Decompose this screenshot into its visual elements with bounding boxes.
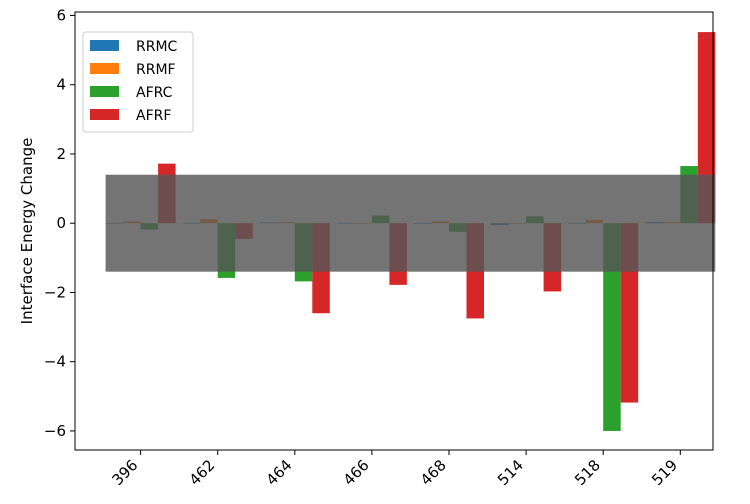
- plot-frame: [74, 11, 714, 451]
- legend-box: [82, 31, 194, 133]
- y-tick-label: 6: [56, 6, 66, 24]
- legend-swatch-afrc: [90, 86, 119, 97]
- y-tick-label: 4: [56, 76, 66, 94]
- band-layer: [105, 174, 716, 272]
- y-axis-label: Interface Energy Change: [18, 138, 36, 325]
- bar-afrc-518: [603, 223, 621, 431]
- legend-label-rrmf: RRMF: [136, 62, 176, 78]
- y-tick-label: 0: [56, 214, 66, 232]
- legend-label-afrc: AFRC: [136, 85, 173, 101]
- legend-label-afrf: AFRF: [136, 108, 171, 124]
- legend-swatch-rrmc: [90, 40, 119, 51]
- y-tick-label: −2: [44, 283, 66, 301]
- shaded-band: [105, 174, 716, 272]
- legend-label-rrmc: RRMC: [136, 39, 178, 55]
- y-tick-label: −6: [44, 422, 66, 440]
- legend-swatch-rrmf: [90, 63, 119, 74]
- y-tick-label: 2: [56, 145, 66, 163]
- legend: RRMC RRMF AFRC AFRF: [82, 31, 194, 133]
- legend-swatch-afrf: [90, 109, 119, 120]
- y-tick-label: −4: [44, 353, 66, 371]
